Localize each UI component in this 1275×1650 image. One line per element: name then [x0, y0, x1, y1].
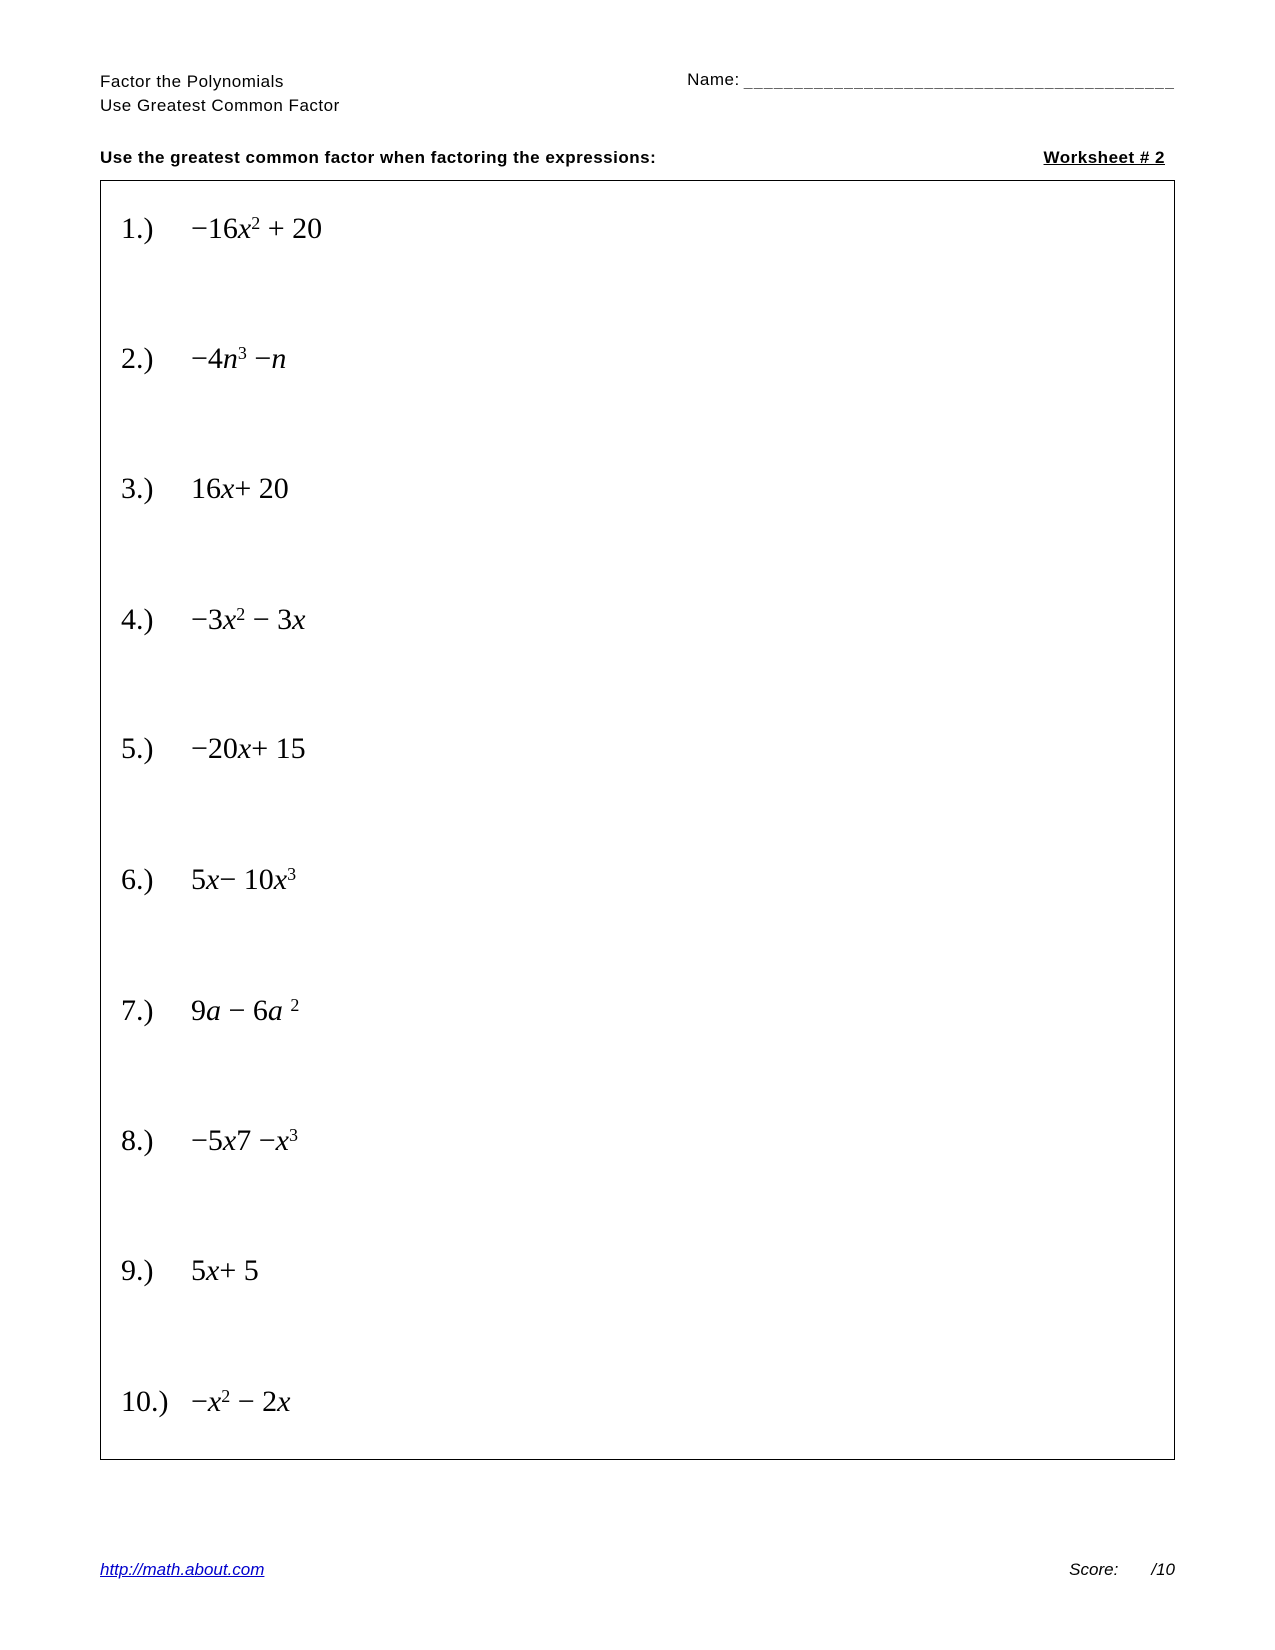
- score: Score: /10: [1069, 1560, 1175, 1580]
- problem-expression: −16x2 + 20: [191, 211, 322, 246]
- problem-expression: −20x+ 15: [191, 732, 306, 766]
- problem-number: 2.): [121, 342, 191, 376]
- title-line-2: Use Greatest Common Factor: [100, 94, 340, 118]
- problem-row: 8.)−5x7 −x3: [121, 1113, 1154, 1168]
- footer: http://math.about.com Score: /10: [100, 1560, 1175, 1580]
- problem-row: 10.) −x2 − 2x: [121, 1374, 1154, 1429]
- problem-expression: 16x+ 20: [191, 472, 289, 506]
- problem-number: 9.): [121, 1254, 191, 1288]
- problem-row: 5.)−20x+ 15: [121, 722, 1154, 776]
- problem-number: 5.): [121, 732, 191, 766]
- problem-row: 3.)16x+ 20: [121, 462, 1154, 516]
- footer-url[interactable]: http://math.about.com: [100, 1560, 264, 1580]
- problem-number: 6.): [121, 863, 191, 897]
- problem-row: 7.)9a − 6a 2: [121, 983, 1154, 1038]
- name-blank-line: ________________________________________…: [744, 71, 1175, 89]
- worksheet-label: Worksheet # 2: [1044, 148, 1165, 168]
- problem-number: 1.): [121, 212, 191, 246]
- header-title: Factor the Polynomials Use Greatest Comm…: [100, 70, 340, 118]
- problem-expression: 5x− 10x3: [191, 862, 296, 897]
- problem-number: 4.): [121, 603, 191, 637]
- header: Factor the Polynomials Use Greatest Comm…: [100, 70, 1175, 118]
- name-label: Name:: [687, 70, 740, 90]
- problem-row: 6.)5x− 10x3: [121, 852, 1154, 907]
- score-label: Score:: [1069, 1560, 1118, 1579]
- problem-expression: −5x7 −x3: [191, 1123, 298, 1158]
- title-line-1: Factor the Polynomials: [100, 70, 340, 94]
- problem-number: 7.): [121, 994, 191, 1028]
- problem-row: 1.)−16x2 + 20: [121, 201, 1154, 256]
- problem-number: 3.): [121, 472, 191, 506]
- problem-expression: 5x+ 5: [191, 1254, 259, 1288]
- problem-number: 10.): [121, 1385, 191, 1419]
- problem-row: 2.)−4n3 −n: [121, 331, 1154, 386]
- problem-number: 8.): [121, 1124, 191, 1158]
- problem-box: 1.)−16x2 + 20 2.)−4n3 −n 3.)16x+ 20 4.)−3x2…: [100, 180, 1175, 1460]
- problem-expression: −3x2 − 3x: [191, 602, 306, 637]
- problem-expression: −x2 − 2x: [191, 1384, 291, 1419]
- instruction-text: Use the greatest common factor when fact…: [100, 148, 656, 168]
- instruction-row: Use the greatest common factor when fact…: [100, 148, 1175, 168]
- name-field: Name: __________________________________…: [687, 70, 1175, 90]
- problem-expression: 9a − 6a 2: [191, 993, 299, 1028]
- problem-row: 9.) 5x+ 5: [121, 1244, 1154, 1298]
- score-total: /10: [1151, 1560, 1175, 1579]
- problem-expression: −4n3 −n: [191, 341, 286, 376]
- problem-row: 4.)−3x2 − 3x: [121, 592, 1154, 647]
